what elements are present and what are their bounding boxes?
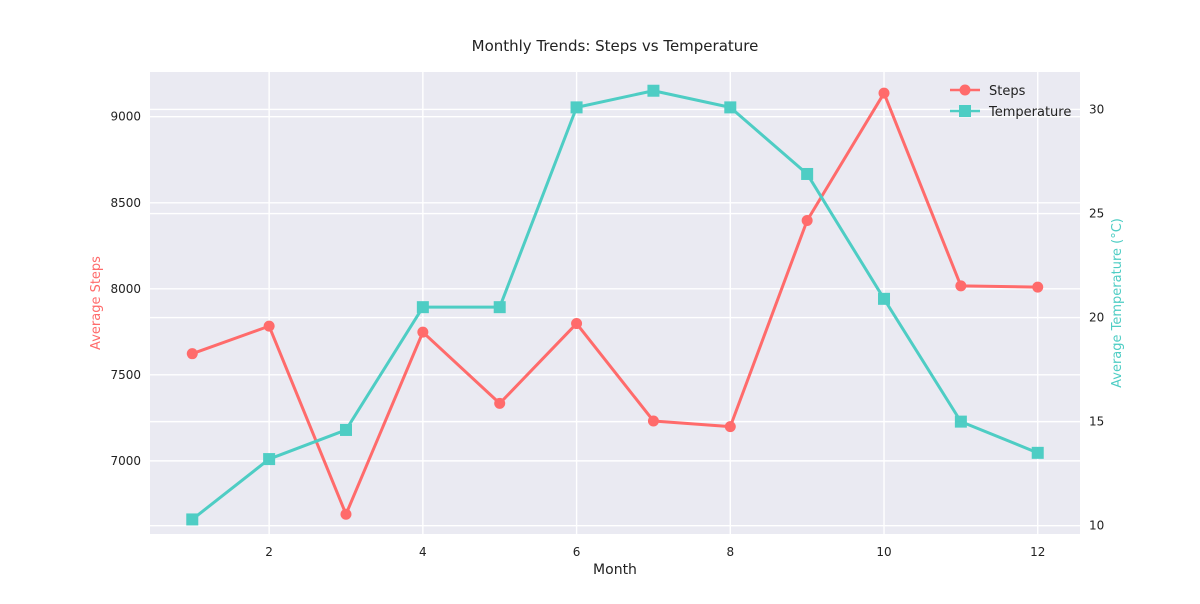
temperature-data-point	[955, 416, 967, 428]
y-right-tick-label: 25	[1089, 207, 1104, 221]
temperature-data-point	[340, 424, 352, 436]
temperature-data-point	[263, 453, 275, 465]
y-axis-left-label: Average Steps	[89, 256, 104, 350]
steps-data-point	[879, 88, 890, 99]
steps-data-point	[955, 280, 966, 291]
y-left-tick-label: 7500	[110, 368, 141, 382]
x-tick-label: 12	[1030, 545, 1045, 559]
legend-temperature-marker	[959, 105, 971, 117]
steps-data-point	[340, 509, 351, 520]
steps-data-point	[802, 215, 813, 226]
temperature-data-point	[494, 301, 506, 313]
temperature-data-point	[571, 101, 583, 113]
chart-title: Monthly Trends: Steps vs Temperature	[472, 37, 759, 55]
x-tick-label: 2	[265, 545, 273, 559]
y-left-tick-label: 7000	[110, 454, 141, 468]
plot-background	[150, 72, 1080, 534]
x-tick-label: 8	[726, 545, 734, 559]
temperature-data-point	[186, 513, 198, 525]
legend-steps-label: Steps	[989, 84, 1026, 99]
steps-data-point	[187, 348, 198, 359]
y-left-tick-label: 9000	[110, 110, 141, 124]
y-right-tick-label: 30	[1089, 102, 1104, 116]
temperature-data-point	[417, 301, 429, 313]
steps-data-point	[648, 415, 659, 426]
x-tick-label: 4	[419, 545, 427, 559]
y-left-tick-label: 8500	[110, 196, 141, 210]
legend-steps-marker	[960, 85, 971, 96]
y-left-tick-label: 8000	[110, 282, 141, 296]
y-right-tick-label: 15	[1089, 415, 1104, 429]
y-right-tick-label: 20	[1089, 311, 1104, 325]
y-right-tick-label: 10	[1089, 519, 1104, 533]
steps-data-point	[571, 318, 582, 329]
x-tick-label: 6	[573, 545, 581, 559]
steps-data-point	[264, 321, 275, 332]
temperature-data-point	[647, 85, 659, 97]
legend-temperature-label: Temperature	[988, 105, 1071, 120]
steps-data-point	[1032, 282, 1043, 293]
temperature-data-point	[801, 168, 813, 180]
steps-data-point	[417, 327, 428, 338]
temperature-data-point	[724, 101, 736, 113]
temperature-data-point	[878, 293, 890, 305]
x-axis-label: Month	[593, 562, 637, 578]
temperature-data-point	[1032, 447, 1044, 459]
x-tick-label: 10	[876, 545, 891, 559]
steps-data-point	[494, 398, 505, 409]
y-axis-right-label: Average Temperature (°C)	[1110, 218, 1125, 388]
steps-data-point	[725, 421, 736, 432]
